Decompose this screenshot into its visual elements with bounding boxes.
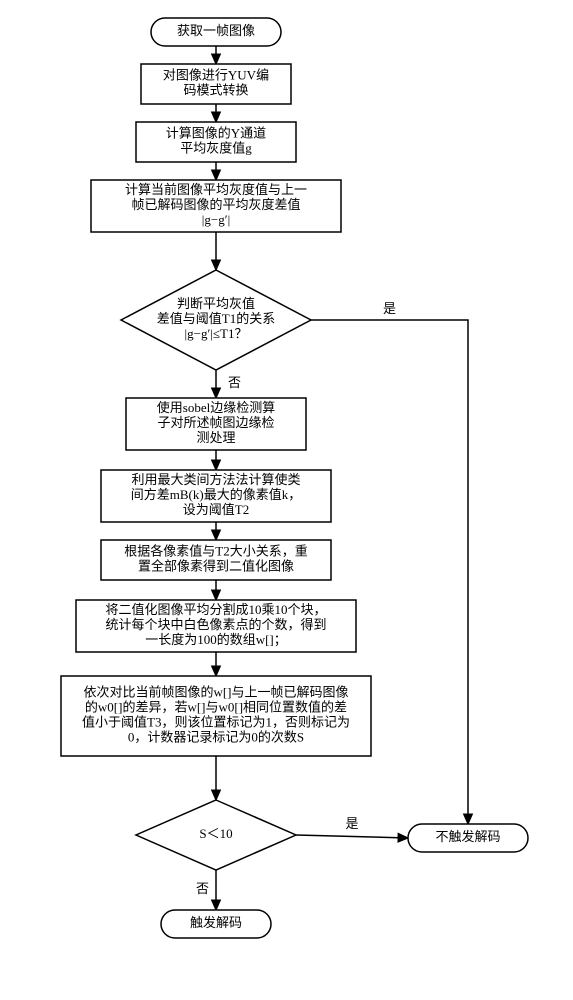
node-text: 平均灰度值g (180, 140, 252, 155)
node-text: 置全部像素得到二值化图像 (138, 558, 294, 573)
node-text: 使用sobel边缘检测算 (157, 400, 275, 415)
node-text: 码模式转换 (183, 82, 248, 97)
node-text: 测处理 (196, 430, 235, 445)
node-text: 依次对比当前帧图像的w[]与上一帧已解码图像 (83, 684, 348, 699)
node-text: 计算当前图像平均灰度值与上一 (125, 182, 307, 197)
node-text: 计算图像的Y通道 (166, 125, 266, 140)
node-text: 利用最大类间方法法计算使类 (131, 472, 300, 487)
node-text: 的w0[]的差异，若w[]与w0[]相同位置数值的差 (85, 699, 347, 714)
node-text: 不触发解码 (435, 829, 500, 844)
node-text: 获取一帧图像 (177, 23, 255, 38)
node-text: 子对所述帧图边缘检 (157, 415, 274, 430)
node-text: |g−g′| (202, 212, 230, 227)
node-text: 触发解码 (190, 915, 242, 930)
node-text: 根据各像素值与T2大小关系，重 (124, 543, 307, 558)
node-text: 统计每个块中白色像素点的个数，得到 (105, 617, 326, 632)
node-text: 帧已解码图像的平均灰度差值 (131, 197, 300, 212)
edge-label: 是 (345, 816, 358, 831)
node-text: |g−g′|≤T1？ (185, 326, 248, 341)
edge-label: 否 (196, 881, 209, 896)
node-text: S＜10 (199, 826, 232, 841)
node-text: 设为阈值T2 (183, 502, 249, 517)
node-text: 判断平均灰值 (177, 296, 255, 311)
node-text: 差值与阈值T1的关系 (157, 311, 275, 326)
node-text: 一长度为100的数组w[]； (145, 632, 287, 648)
node-text: 间方差mB(k)最大的像素值k， (131, 487, 301, 502)
node-text: 0，计数器记录标记为0的次数S (128, 729, 304, 744)
node-text: 值小于阈值T3，则该位置标记为1，否则标记为 (82, 714, 350, 729)
node-text: 对图像进行YUV编 (163, 67, 269, 82)
node-text: 将二值化图像平均分割成10乘10个块， (105, 602, 326, 617)
flow-arrow-d2-yes (296, 835, 408, 838)
edge-label: 否 (228, 375, 241, 390)
edge-label: 是 (383, 301, 396, 316)
